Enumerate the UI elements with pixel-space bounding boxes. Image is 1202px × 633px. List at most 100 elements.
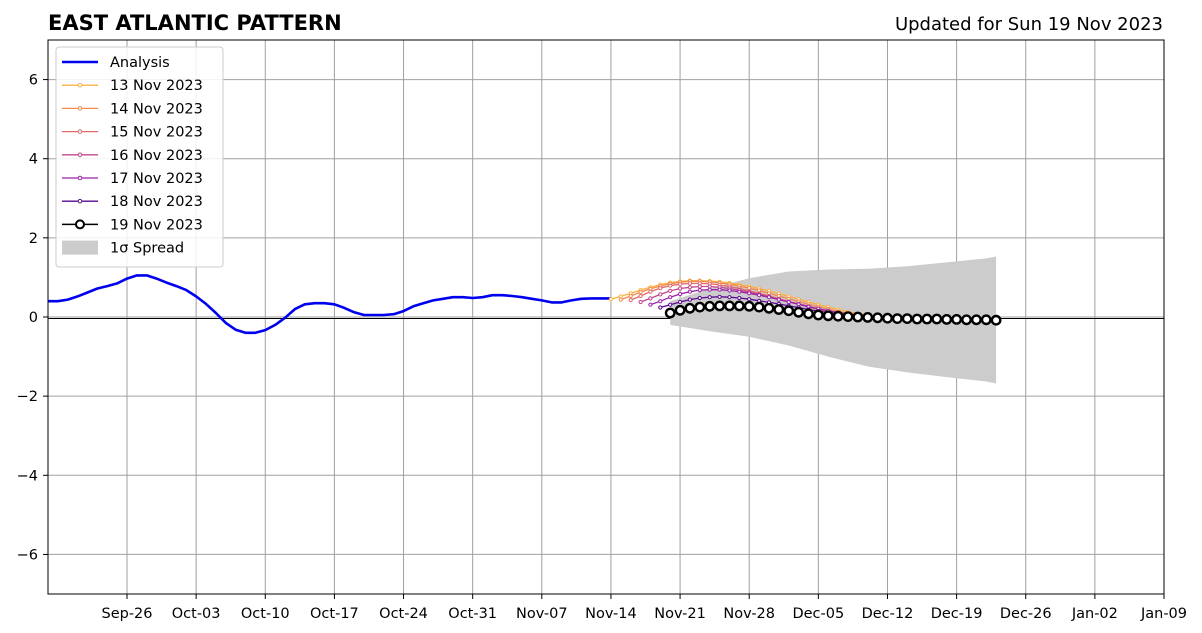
forecast-point [747, 291, 752, 296]
forecast-point [638, 293, 643, 299]
x-tick-label: Dec-05 [792, 606, 844, 622]
forecast-point [737, 289, 742, 294]
forecast-point [832, 310, 844, 322]
forecast-point [921, 313, 933, 325]
x-tick-label: Oct-24 [379, 606, 428, 622]
y-tick-label: 0 [29, 310, 38, 326]
forecast-point [687, 285, 693, 290]
y-tick-label: 2 [29, 231, 38, 247]
plot-frame [47, 39, 1165, 595]
forecast-point [951, 313, 962, 325]
forecast-point [783, 305, 795, 317]
forecast-point [717, 294, 722, 299]
legend: Analysis 13 Nov 2023 14 Nov 2023 15 Nov 202… [55, 46, 224, 268]
x-tick-label: Nov-28 [723, 606, 775, 622]
forecast-point [776, 297, 781, 302]
forecast-point [687, 281, 693, 286]
x-tick-label: Jan-09 [1140, 606, 1187, 622]
legend-marker [77, 198, 83, 204]
legend-marker [77, 82, 83, 88]
forecast-point [704, 300, 716, 312]
forecast-point [687, 297, 693, 302]
x-tick-label: Nov-21 [654, 606, 706, 622]
y-tick-label: 6 [29, 73, 38, 89]
forecast-point [648, 296, 653, 301]
forecast-point [714, 300, 725, 312]
y-tick-label: 4 [29, 152, 38, 168]
legend-entry: Analysis [62, 55, 170, 71]
legend-marker [77, 152, 83, 158]
forecast-point [707, 287, 712, 292]
y-tick-label: −4 [17, 468, 38, 484]
forecast-point [697, 288, 702, 293]
chart-subtitle: Updated for Sun 19 Nov 2023 [895, 14, 1163, 35]
forecast-point [872, 312, 883, 324]
analysis-line [48, 274, 611, 335]
x-tick-label: Oct-31 [448, 606, 497, 622]
forecast-point [852, 311, 864, 323]
forecast-point [684, 302, 696, 314]
forecast-point [990, 314, 1002, 326]
legend-label: 15 Nov 2023 [110, 125, 203, 141]
forecast-point [648, 302, 653, 307]
legend-entry: 19 Nov 2023 [62, 217, 203, 233]
forecast-point [678, 286, 683, 291]
legend-entry: 18 Nov 2023 [62, 194, 203, 210]
legend-marker [77, 175, 83, 181]
forecast-point [697, 284, 702, 289]
forecast-point [668, 302, 673, 307]
y-tick-label: −6 [17, 547, 38, 563]
legend-label: 13 Nov 2023 [110, 78, 203, 94]
forecast-point [678, 299, 683, 305]
forecast-point [687, 289, 693, 294]
forecast-point [961, 314, 972, 326]
forecast-point [882, 312, 893, 324]
forecast-point [971, 314, 982, 326]
forecast-point [697, 295, 702, 301]
legend-marker [77, 106, 83, 111]
forecast-point [812, 309, 824, 321]
legend-entry: 16 Nov 2023 [62, 148, 203, 164]
forecast-point [891, 313, 903, 324]
forecast-point [674, 304, 686, 316]
forecast-point [668, 288, 673, 293]
x-tick-label: Nov-14 [585, 606, 637, 622]
forecast-point [743, 300, 755, 312]
forecast-point [793, 306, 804, 318]
forecast-point [668, 283, 673, 288]
x-tick-label: Nov-07 [516, 606, 568, 622]
forecast-point [931, 313, 943, 325]
x-tick-label: Dec-26 [1000, 606, 1052, 622]
forecast-series [608, 278, 1002, 326]
forecast-point [737, 295, 742, 301]
forecast-point [822, 310, 834, 322]
forecast-point [757, 293, 762, 298]
legend-entry: 1σ Spread [62, 240, 184, 257]
forecast-point [862, 311, 874, 323]
forecast-point [694, 301, 706, 313]
axes: Sep-26 Oct-03 Oct-10 Oct-17 Oct-24 Oct-31 Nov-… [17, 39, 1187, 622]
chart-title: EAST ATLANTIC PATTERN [48, 11, 342, 35]
forecast-point [658, 299, 663, 304]
legend-label: 1σ Spread [110, 241, 184, 257]
forecast-point [803, 308, 814, 320]
forecast-point [628, 293, 633, 299]
forecast-point [766, 295, 772, 300]
forecast-point [941, 313, 953, 325]
x-tick-label: Oct-10 [241, 606, 290, 622]
legend-entry: 13 Nov 2023 [62, 78, 203, 94]
x-tick-label: Dec-19 [931, 606, 983, 622]
forecast-point [773, 304, 785, 315]
forecast-point [658, 305, 663, 310]
forecast-point [763, 302, 775, 314]
forecast-point [678, 282, 683, 287]
legend-marker [75, 219, 85, 230]
legend-label: Analysis [110, 55, 170, 71]
forecast-point [724, 300, 735, 312]
x-tick-label: Sep-26 [102, 606, 153, 622]
forecast-point [753, 301, 765, 313]
forecast-point [727, 288, 732, 293]
forecast-point [717, 287, 722, 292]
forecast-point [786, 299, 791, 305]
forecast-point [901, 313, 913, 324]
